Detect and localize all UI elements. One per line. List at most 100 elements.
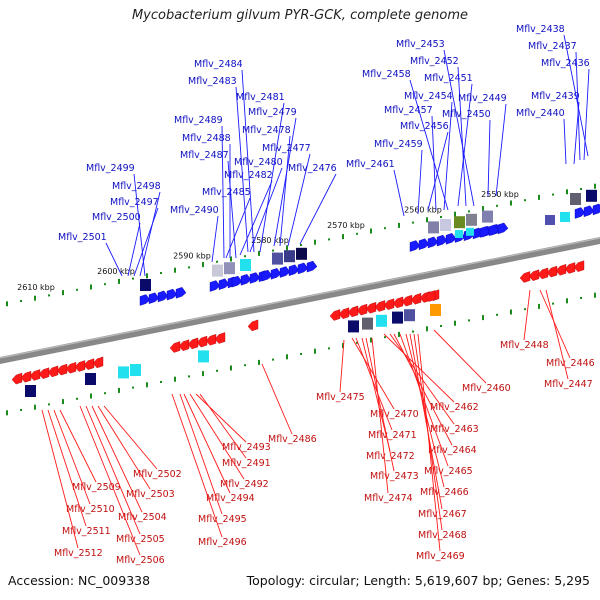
reverse-gene-arrow bbox=[410, 293, 422, 305]
forward-leader-line bbox=[273, 117, 297, 247]
reverse-gene-label: Mflv_2473 bbox=[370, 471, 419, 482]
forward-gene-arrow bbox=[297, 262, 309, 275]
forward-feature-box bbox=[428, 221, 439, 234]
reverse-scale-tick bbox=[552, 302, 554, 305]
reverse-leader-line bbox=[179, 393, 223, 515]
forward-gene-label: Mflv_2476 bbox=[288, 163, 337, 174]
reverse-scale-tick bbox=[272, 358, 274, 361]
forward-scale-tick bbox=[244, 255, 246, 258]
reverse-gene-label: Mflv_2448 bbox=[500, 340, 549, 351]
forward-scale-tick bbox=[580, 188, 582, 190]
reverse-feature-box bbox=[130, 364, 141, 376]
reverse-feature-box bbox=[404, 309, 415, 322]
reverse-scale-tick bbox=[398, 331, 400, 337]
forward-feature-box bbox=[455, 230, 463, 238]
reverse-scale-tick bbox=[454, 320, 456, 326]
reverse-gene-label: Mflv_2468 bbox=[418, 530, 467, 541]
forward-scale-tick bbox=[496, 204, 498, 207]
reverse-leader-line bbox=[361, 337, 391, 452]
forward-scale-tick bbox=[328, 238, 330, 241]
reverse-scale-tick bbox=[34, 404, 36, 410]
reverse-gene-label: Mflv_2494 bbox=[206, 493, 255, 504]
forward-scale-tick bbox=[230, 256, 232, 262]
reverse-scale-tick bbox=[412, 330, 414, 333]
forward-scale-tick bbox=[384, 227, 386, 230]
reverse-leader-line bbox=[53, 409, 91, 505]
reverse-gene-label: Mflv_2495 bbox=[198, 514, 247, 525]
reverse-leader-line bbox=[189, 393, 245, 480]
reverse-scale-tick bbox=[342, 343, 344, 349]
reverse-leader-line bbox=[91, 405, 143, 513]
forward-gene-arrow bbox=[574, 207, 586, 219]
reverse-leader-line bbox=[41, 409, 79, 549]
reverse-leader-line bbox=[409, 333, 443, 510]
forward-scale-tick bbox=[146, 273, 148, 279]
reverse-scale-tick bbox=[384, 336, 386, 339]
reverse-scale-tick bbox=[328, 347, 330, 350]
reverse-gene-arrow bbox=[338, 307, 350, 319]
forward-leader-line bbox=[249, 167, 283, 253]
forward-leader-line bbox=[427, 131, 449, 211]
forward-feature-box bbox=[240, 259, 251, 271]
reverse-leader-line bbox=[103, 405, 158, 470]
reverse-gene-arrow bbox=[187, 337, 199, 350]
reverse-leader-line bbox=[339, 339, 345, 393]
forward-feature-box bbox=[454, 216, 465, 229]
forward-scale-tick bbox=[132, 277, 134, 280]
forward-leader-line bbox=[583, 68, 590, 161]
forward-scale-tick bbox=[566, 189, 568, 195]
forward-gene-arrow bbox=[418, 238, 430, 250]
reverse-gene-label: Mflv_2509 bbox=[72, 482, 121, 493]
forward-gene-arrow bbox=[479, 226, 491, 238]
reverse-gene-label: Mflv_2511 bbox=[62, 526, 111, 537]
forward-leader-line bbox=[563, 34, 589, 157]
reverse-gene-arrow bbox=[392, 296, 404, 309]
reverse-scale-tick bbox=[118, 387, 120, 393]
reverse-gene-label: Mflv_2465 bbox=[424, 466, 473, 477]
reverse-gene-arrow bbox=[537, 267, 549, 280]
reverse-gene-arrow bbox=[374, 300, 386, 312]
forward-gene-label: Mflv_2489 bbox=[174, 115, 223, 126]
forward-scale-tick bbox=[90, 284, 92, 290]
reverse-gene-label: Mflv_2504 bbox=[118, 512, 167, 523]
backbone-highlight bbox=[0, 237, 600, 359]
forward-gene-arrow bbox=[249, 272, 261, 284]
forward-scale-tick bbox=[482, 206, 484, 212]
reverse-scale-tick bbox=[258, 359, 260, 365]
reverse-scale-tick bbox=[440, 325, 442, 327]
reverse-leader-line bbox=[371, 337, 389, 494]
forward-gene-arrow bbox=[139, 294, 151, 306]
forward-gene-label: Mflv_2438 bbox=[516, 24, 565, 35]
forward-feature-box bbox=[586, 189, 597, 202]
reverse-leader-line bbox=[199, 393, 247, 459]
reverse-gene-arrow bbox=[214, 332, 226, 344]
scale-label: 2600 kbp bbox=[97, 267, 135, 276]
reverse-feature-box bbox=[376, 314, 387, 327]
reverse-gene-label: Mflv_2447 bbox=[544, 379, 593, 390]
genome-backbone bbox=[0, 237, 600, 364]
reverse-leader-line bbox=[539, 289, 571, 359]
forward-gene-arrow bbox=[306, 260, 318, 273]
forward-scale-tick bbox=[216, 260, 218, 263]
forward-gene-label: Mflv_2498 bbox=[112, 181, 161, 192]
forward-scale-tick bbox=[524, 199, 526, 202]
reverse-feature-box bbox=[118, 366, 129, 379]
forward-gene-label: Mflv_2480 bbox=[234, 157, 283, 168]
reverse-gene-arrow bbox=[74, 360, 86, 372]
forward-leader-line bbox=[235, 86, 249, 253]
reverse-feature-box bbox=[85, 373, 96, 385]
reverse-feature-box bbox=[392, 311, 403, 324]
forward-gene-arrow bbox=[270, 268, 282, 280]
scale-label: 2610 kbp bbox=[17, 283, 55, 292]
forward-gene-label: Mflv_2501 bbox=[58, 232, 107, 243]
scale-label: 2580 kbp bbox=[251, 236, 289, 245]
forward-leader-line bbox=[127, 222, 141, 277]
forward-gene-label: Mflv_2481 bbox=[236, 92, 285, 103]
forward-gene-label: Mflv_2459 bbox=[374, 139, 423, 150]
reverse-leader-line bbox=[171, 393, 223, 538]
reverse-scale-tick bbox=[538, 303, 540, 309]
reverse-gene-label: Mflv_2475 bbox=[316, 392, 365, 403]
reverse-gene-arrow bbox=[528, 269, 540, 281]
forward-scale-tick bbox=[552, 193, 554, 196]
